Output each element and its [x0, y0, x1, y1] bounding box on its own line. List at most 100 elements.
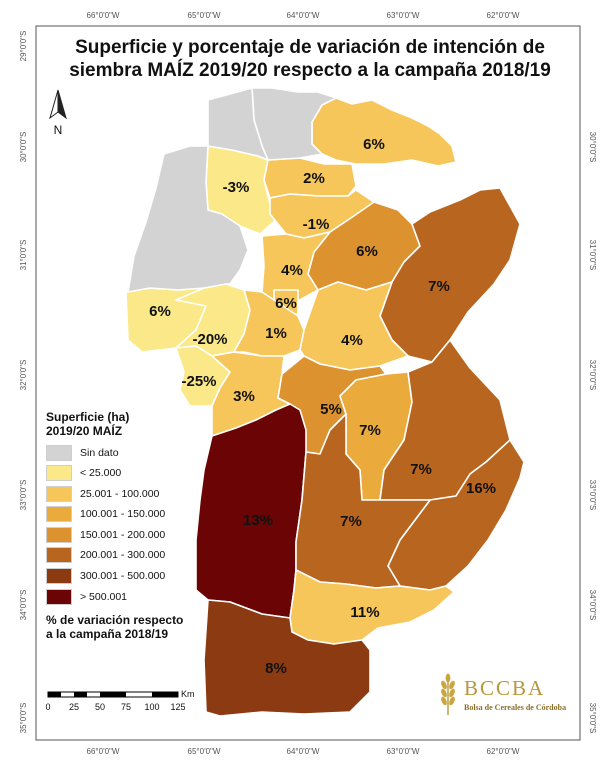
map-title: Superficie y porcentaje de variación de …	[40, 36, 580, 82]
legend-note: % de variación respecto a la campaña 201…	[46, 613, 196, 641]
legend-note-line: % de variación respecto	[46, 613, 184, 628]
legend-item: 300.001 - 500.000	[46, 568, 196, 585]
department-label: 2%	[303, 170, 325, 187]
department-label: 1%	[265, 325, 287, 342]
lon-label-bottom: 63°0'0"W	[387, 747, 420, 756]
wheat-icon	[441, 673, 455, 715]
graticule-labels: 66°0'0"W 65°0'0"W 64°0'0"W 63°0'0"W 62°0…	[19, 11, 597, 756]
department-label: -20%	[192, 331, 227, 348]
legend: Superficie (ha) 2019/20 MAÍZ Sin dato < …	[46, 410, 196, 641]
lon-label-top: 65°0'0"W	[188, 11, 221, 20]
department-label: 3%	[233, 388, 255, 405]
department-label: 8%	[265, 660, 287, 677]
department-label: 16%	[466, 480, 496, 497]
legend-swatch	[46, 526, 72, 543]
department-polygon	[127, 145, 249, 293]
lat-label-right: 32°0'0"S	[588, 360, 597, 391]
bccba-logo: BCCBA Bolsa de Cereales de Córdoba	[436, 672, 576, 718]
legend-swatch	[46, 485, 72, 502]
legend-label: > 500.001	[80, 590, 128, 603]
department-polygon	[203, 599, 371, 717]
scale-tick: 50	[95, 702, 105, 712]
scale-bar: Km 0 25 50 75 100 125	[45, 689, 194, 712]
legend-swatch	[46, 568, 72, 585]
legend-title-line: 2019/20 MAÍZ	[46, 424, 123, 438]
legend-item: 25.001 - 100.000	[46, 485, 196, 502]
scale-tick: 0	[45, 702, 50, 712]
lat-label-right: 35°0'0"S	[588, 703, 597, 734]
lat-label-right: 33°0'0"S	[588, 480, 597, 511]
legend-item: > 500.001	[46, 588, 196, 605]
lat-label-left: 31°0'0"S	[19, 240, 28, 271]
department-label: 11%	[350, 604, 379, 621]
department-label: 13%	[243, 512, 273, 529]
legend-label: 150.001 - 200.000	[80, 528, 166, 541]
legend-swatch	[46, 588, 72, 605]
logo-text: BCCBA	[464, 676, 546, 700]
legend-label: 100.001 - 150.000	[80, 508, 166, 521]
department-label: 7%	[410, 461, 432, 478]
scale-unit: Km	[181, 689, 195, 699]
scale-tick: 25	[69, 702, 79, 712]
scale-tick: 75	[121, 702, 131, 712]
legend-item: Sin dato	[46, 444, 196, 461]
lon-label-bottom: 66°0'0"W	[87, 747, 120, 756]
legend-item: 150.001 - 200.000	[46, 526, 196, 543]
lat-label-left: 29°0'0"S	[19, 31, 28, 62]
department-polygon	[207, 87, 269, 161]
map-title-line: siembra MAÍZ 2019/20 respecto a la campa…	[69, 60, 551, 81]
legend-title-line: Superficie (ha)	[46, 410, 130, 424]
department-labels: 6% -3% 2% -1% 6% 7% 4% 6% 6% -20% 1% 4% …	[149, 136, 496, 677]
legend-label: Sin dato	[80, 446, 119, 459]
lat-label-left: 32°0'0"S	[19, 360, 28, 391]
logo-subtitle: Bolsa de Cereales de Córdoba	[464, 703, 567, 712]
lat-label-right: 30°0'0"S	[588, 132, 597, 163]
lat-label-left: 30°0'0"S	[19, 132, 28, 163]
department-label: -3%	[223, 179, 250, 196]
lon-label-bottom: 65°0'0"W	[188, 747, 221, 756]
department-label: 7%	[359, 422, 381, 439]
lon-label-top: 66°0'0"W	[87, 11, 120, 20]
legend-swatch	[46, 444, 72, 461]
department-label: 7%	[340, 513, 362, 530]
legend-item: 100.001 - 150.000	[46, 506, 196, 523]
department-polygon	[261, 231, 331, 303]
north-arrow-icon: N	[49, 89, 67, 137]
department-label: 6%	[149, 303, 171, 320]
legend-swatch	[46, 465, 72, 482]
lon-label-top: 64°0'0"W	[287, 11, 320, 20]
legend-item: < 25.000	[46, 465, 196, 482]
department-label: 4%	[341, 332, 363, 349]
lat-label-left: 35°0'0"S	[19, 703, 28, 734]
legend-title: Superficie (ha) 2019/20 MAÍZ	[46, 410, 196, 438]
lat-label-left: 33°0'0"S	[19, 480, 28, 511]
department-label: 5%	[320, 401, 342, 418]
legend-swatch	[46, 547, 72, 564]
north-label: N	[54, 123, 63, 137]
lat-label-right: 34°0'0"S	[588, 590, 597, 621]
lon-label-bottom: 64°0'0"W	[287, 747, 320, 756]
department-label: 4%	[281, 262, 303, 279]
department-label: 6%	[356, 243, 378, 260]
legend-note-line: a la campaña 2018/19	[46, 627, 169, 642]
department-label: -25%	[181, 373, 216, 390]
legend-item: 200.001 - 300.000	[46, 547, 196, 564]
legend-label: 200.001 - 300.000	[80, 549, 166, 562]
department-polygon	[195, 403, 307, 619]
lat-label-left: 34°0'0"S	[19, 590, 28, 621]
department-label: -1%	[303, 216, 330, 233]
department-label: 6%	[275, 295, 297, 312]
department-polygon	[379, 187, 521, 363]
department-label: 7%	[428, 278, 450, 295]
lon-label-top: 63°0'0"W	[387, 11, 420, 20]
lat-label-right: 31°0'0"S	[588, 240, 597, 271]
scale-tick: 125	[170, 702, 185, 712]
scale-tick: 100	[144, 702, 159, 712]
legend-label: < 25.000	[80, 467, 122, 480]
lon-label-bottom: 62°0'0"W	[487, 747, 520, 756]
map-title-line: Superficie y porcentaje de variación de …	[75, 37, 545, 58]
department-label: 6%	[363, 136, 385, 153]
legend-swatch	[46, 506, 72, 523]
legend-label: 25.001 - 100.000	[80, 487, 160, 500]
